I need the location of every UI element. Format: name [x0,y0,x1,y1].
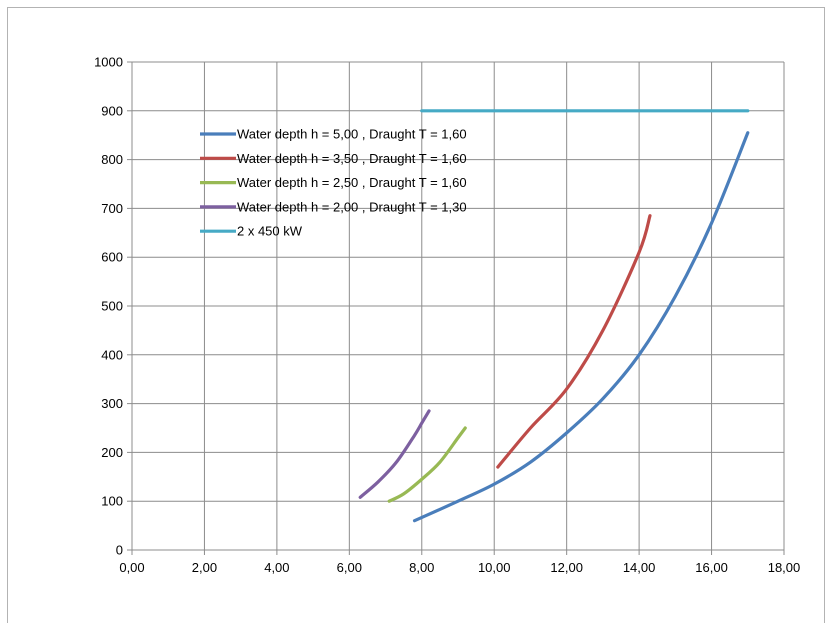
y-tick-label: 700 [101,201,123,216]
series-line-1 [412,131,750,523]
series-line-2 [496,214,652,469]
y-tick-label: 100 [101,494,123,509]
legend-label: 2 x 450 kW [237,224,303,239]
y-tick-label: 300 [101,396,123,411]
x-tick-label: 6,00 [337,560,362,575]
series-lines [358,109,750,523]
series-line-3 [387,426,467,503]
x-tick-label: 2,00 [192,560,217,575]
series-line-4 [358,409,431,499]
legend-label: Water depth h = 2,50 , Draught T = 1,60 [237,175,467,190]
x-tick-label: 0,00 [119,560,144,575]
x-tick-label: 4,00 [264,560,289,575]
legend-label: Water depth h = 5,00 , Draught T = 1,60 [237,127,467,142]
axes [127,61,785,555]
y-tick-label: 0 [116,543,123,558]
y-tick-label: 500 [101,299,123,314]
legend-label: Water depth h = 2,00 , Draught T = 1,30 [237,199,467,214]
y-tick-label: 400 [101,347,123,362]
x-tick-label: 8,00 [409,560,434,575]
y-tick-label: 800 [101,152,123,167]
x-tick-label: 10,00 [478,560,511,575]
x-tick-label: 12,00 [550,560,583,575]
legend: Water depth h = 5,00 , Draught T = 1,60 W… [200,127,467,239]
y-tick-label: 900 [101,103,123,118]
tick-labels: 0 100 200 300 400 500 600 700 800 900 1000 0,00 2,00… [94,55,800,576]
legend-label: Water depth h = 3,50 , Draught T = 1,60 [237,151,467,166]
y-tick-label: 200 [101,445,123,460]
y-tick-label: 1000 [94,55,123,70]
y-tick-label: 600 [101,250,123,265]
x-tick-label: 18,00 [768,560,801,575]
x-tick-label: 14,00 [623,560,656,575]
x-tick-label: 16,00 [695,560,728,575]
